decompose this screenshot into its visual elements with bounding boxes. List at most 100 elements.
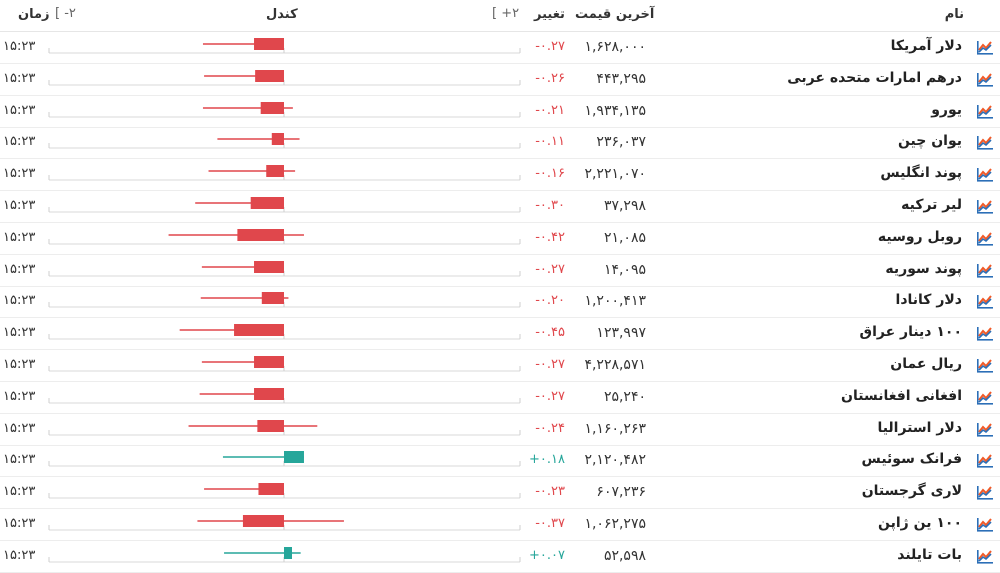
change-percent: -۰.۲۰ [535, 293, 565, 309]
change-percent: +۰.۰۷ [529, 547, 565, 563]
update-time: ۱۵:۲۳ [3, 39, 36, 54]
currency-name[interactable]: لاری گرجستان [861, 483, 962, 500]
line-chart-icon [977, 518, 993, 532]
line-chart-icon [977, 422, 993, 437]
update-time: ۱۵:۲۳ [3, 134, 36, 150]
currency-name[interactable]: فرانک سوئیس [861, 451, 962, 468]
candle-chart [48, 356, 521, 372]
line-chart-icon [977, 486, 993, 500]
currency-name[interactable]: لیر ترکیه [901, 197, 962, 213]
candle-chart [48, 483, 521, 499]
last-price: ۱۴,۰۹۵ [603, 261, 646, 278]
table-row[interactable]: لیر ترکیه ۳۷,۲۹۸ -۰.۳۰ ۱۵:۲۳ [0, 190, 1000, 223]
candle-body [271, 133, 284, 146]
candle-body [254, 260, 284, 273]
table-row[interactable]: ۱۰۰ ین ژاپن ۱,۰۶۲,۲۷۵ -۰.۳۷ ۱۵:۲۳ [0, 508, 1000, 541]
candle-chart [48, 197, 521, 213]
change-percent: +۰.۱۸ [529, 452, 565, 468]
update-time: ۱۵:۲۳ [3, 420, 36, 436]
update-time: ۱۵:۲۳ [3, 357, 36, 372]
table-row[interactable]: درهم امارات متحده عربی ۴۴۳,۲۹۵ -۰.۲۶ ۱۵:۲۳ [0, 63, 1000, 96]
last-price: ۴۴۳,۲۹۵ [596, 70, 646, 87]
candle-chart [48, 228, 521, 245]
update-time: ۱۵:۲۳ [3, 70, 36, 86]
line-chart-icon [977, 168, 993, 182]
candle-chart [48, 69, 521, 86]
last-price: ۲۳۶,۰۳۷ [596, 134, 646, 151]
update-time: ۱۵:۲۳ [3, 547, 36, 563]
header-name[interactable]: نام [944, 7, 964, 22]
table-header: نام آخرین قیمت تغییر [ +۲ کندل [ -۲ زمان [0, 0, 1000, 32]
change-percent: -۰.۱۶ [535, 166, 565, 182]
header-time[interactable]: زمان [18, 7, 50, 22]
currency-name[interactable]: دلار کانادا [895, 292, 962, 309]
currency-name[interactable]: ریال عمان [890, 356, 962, 372]
line-chart-icon [977, 390, 993, 405]
candle-body [284, 546, 292, 559]
change-percent: -۰.۲۱ [535, 102, 565, 118]
candle-chart [48, 546, 521, 563]
header-change[interactable]: تغییر [534, 7, 565, 22]
line-chart-icon [977, 200, 993, 214]
change-percent: -۰.۲۳ [535, 484, 565, 500]
table-row[interactable]: پوند انگلیس ۲,۲۲۱,۰۷۰ -۰.۱۶ ۱۵:۲۳ [0, 158, 1000, 192]
currency-name[interactable]: یوان چین [897, 133, 962, 150]
currency-name[interactable]: ۱۰۰ دینار عراق [859, 324, 962, 341]
candle-chart [48, 101, 521, 118]
update-time: ۱۵:۲۳ [3, 166, 36, 182]
currency-name[interactable]: پوند سوریه [885, 260, 962, 277]
update-time: ۱۵:۲۳ [3, 484, 36, 500]
line-chart-icon [977, 104, 993, 119]
update-time: ۱۵:۲۳ [3, 293, 36, 309]
candle-chart [48, 38, 521, 54]
last-price: ۲,۲۲۱,۰۷۰ [584, 166, 646, 183]
currency-name[interactable]: درهم امارات متحده عربی [787, 69, 962, 86]
header-plus-range: [ +۲ [492, 6, 520, 21]
update-time: ۱۵:۲۳ [3, 388, 36, 404]
currency-name[interactable]: دلار استرالیا [877, 419, 962, 436]
currency-name[interactable]: ۱۰۰ ین ژاپن [878, 515, 962, 531]
last-price: ۵۲,۵۹۸ [603, 547, 646, 564]
currency-name[interactable]: افغانی افغانستان [841, 387, 962, 404]
table-row[interactable]: دلار آمریکا ۱,۶۲۸,۰۰۰ -۰.۲۷ ۱۵:۲۳ [0, 31, 1000, 64]
line-chart-icon [977, 72, 993, 87]
change-percent: -۰.۲۷ [535, 261, 565, 277]
line-chart-icon [977, 327, 993, 341]
update-time: ۱۵:۲۳ [3, 325, 36, 341]
table-row[interactable]: یوان چین ۲۳۶,۰۳۷ -۰.۱۱ ۱۵:۲۳ [0, 126, 1000, 160]
table-row[interactable]: دلار کانادا ۱,۲۰۰,۴۱۳ -۰.۲۰ ۱۵:۲۳ [0, 285, 1000, 319]
last-price: ۱,۲۰۰,۴۱۳ [584, 293, 646, 310]
currency-name[interactable]: دلار آمریکا [890, 38, 962, 54]
line-chart-icon [977, 549, 993, 564]
table-row[interactable]: دلار استرالیا ۱,۱۶۰,۲۶۳ -۰.۲۴ ۱۵:۲۳ [0, 413, 1000, 446]
table-row[interactable]: یورو ۱,۹۳۴,۱۳۵ -۰.۲۱ ۱۵:۲۳ [0, 95, 1000, 128]
candle-chart [48, 451, 521, 467]
currency-name[interactable]: پوند انگلیس [880, 165, 962, 182]
currency-name[interactable]: روبل روسیه [877, 228, 962, 245]
table-row[interactable]: لاری گرجستان ۶۰۷,۲۳۶ -۰.۲۳ ۱۵:۲۳ [0, 476, 1000, 510]
candle-body [261, 292, 284, 305]
candle-chart [48, 292, 521, 308]
table-row[interactable]: ۱۰۰ دینار عراق ۱۲۳,۹۹۷ -۰.۴۵ ۱۵:۲۳ [0, 317, 1000, 351]
candle-body [266, 165, 284, 178]
candle-body [260, 101, 284, 114]
table-row[interactable]: ریال عمان ۴,۲۲۸,۵۷۱ -۰.۲۷ ۱۵:۲۳ [0, 349, 1000, 382]
update-time: ۱۵:۲۳ [3, 516, 36, 531]
header-minus-range: [ -۲ [55, 6, 76, 21]
table-row[interactable]: فرانک سوئیس ۲,۱۲۰,۴۸۲ +۰.۱۸ ۱۵:۲۳ [0, 444, 1000, 478]
header-last-price[interactable]: آخرین قیمت [575, 7, 655, 22]
update-time: ۱۵:۲۳ [3, 198, 36, 213]
last-price: ۱,۰۶۲,۲۷۵ [584, 516, 646, 532]
update-time: ۱۵:۲۳ [3, 261, 36, 277]
table-row[interactable]: پوند سوریه ۱۴,۰۹۵ -۰.۲۷ ۱۵:۲۳ [0, 254, 1000, 287]
last-price: ۴,۲۲۸,۵۷۱ [584, 357, 646, 373]
candle-body [242, 515, 284, 527]
table-row[interactable]: افغانی افغانستان ۲۵,۲۴۰ -۰.۲۷ ۱۵:۲۳ [0, 381, 1000, 414]
currency-name[interactable]: یورو [931, 101, 962, 118]
candle-body [254, 38, 284, 50]
currency-name[interactable]: بات تایلند [897, 546, 962, 563]
change-percent: -۰.۲۴ [535, 420, 565, 436]
table-row[interactable]: روبل روسیه ۲۱,۰۸۵ -۰.۴۲ ۱۵:۲۳ [0, 222, 1000, 255]
line-chart-icon [977, 136, 993, 150]
